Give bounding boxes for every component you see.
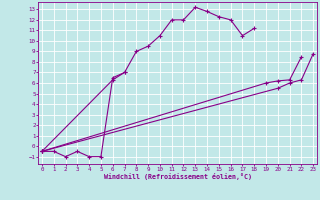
X-axis label: Windchill (Refroidissement éolien,°C): Windchill (Refroidissement éolien,°C) <box>104 173 252 180</box>
